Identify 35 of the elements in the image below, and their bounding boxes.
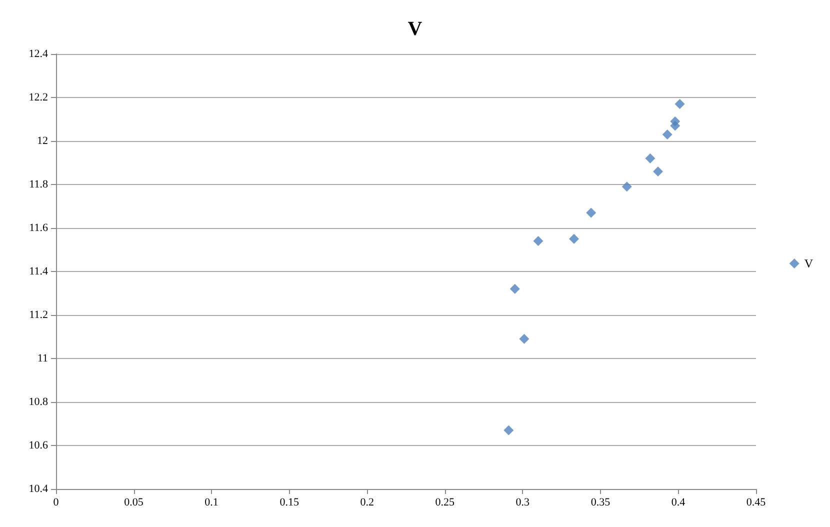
y-tick-label: 11.2	[29, 309, 48, 321]
x-tick-label: 0	[53, 496, 60, 508]
y-tick-label: 11	[37, 352, 48, 364]
point	[519, 334, 530, 344]
point	[674, 99, 685, 110]
y-tick-label: 12.4	[28, 48, 48, 60]
x-tick-label: 0.15	[280, 496, 300, 508]
x-tick-label: 0.25	[435, 496, 456, 508]
y-tick-label: 10.8	[28, 396, 48, 408]
point	[586, 208, 596, 218]
point	[622, 182, 632, 192]
x-tick-label: 0.45	[746, 496, 766, 508]
point	[653, 166, 663, 176]
point	[662, 129, 672, 140]
point	[670, 120, 680, 131]
point	[533, 236, 544, 246]
x-tick-label: 0.05	[124, 496, 144, 508]
point	[504, 425, 514, 436]
point	[569, 234, 579, 244]
x-tick-label: 0.35	[590, 496, 611, 508]
y-tick-label: 12.2	[28, 92, 48, 104]
legend-label: V	[804, 256, 814, 270]
point	[510, 284, 520, 294]
x-tick-label: 0.2	[360, 496, 374, 508]
chart-title: V	[408, 18, 423, 40]
x-tick-label: 0.4	[671, 496, 686, 508]
y-tick-label: 12	[37, 135, 48, 147]
x-tick-label: 0.1	[204, 496, 218, 508]
y-tick-label: 11.8	[29, 178, 48, 190]
y-tick-label: 11.4	[29, 266, 48, 278]
y-tick-label: 11.6	[29, 222, 48, 234]
x-tick-label: 0.3	[516, 496, 530, 508]
y-tick-label: 10.6	[28, 440, 48, 452]
y-tick-label: 10.4	[28, 483, 48, 495]
point	[645, 153, 656, 164]
